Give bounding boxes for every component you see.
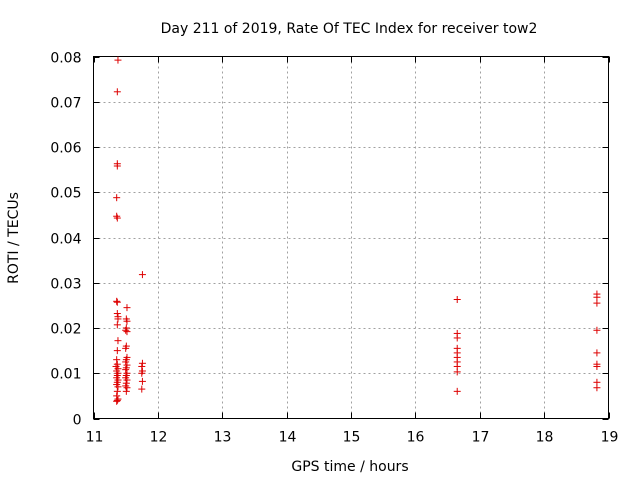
data-point [122, 358, 130, 366]
data-point [138, 385, 146, 393]
data-point [122, 344, 130, 352]
y-tick-label: 0.01 [50, 367, 81, 383]
data-points [112, 56, 601, 405]
data-point [453, 295, 461, 303]
data-point [113, 347, 121, 355]
y-tick-label: 0.08 [50, 51, 81, 67]
y-tick-label: 0.06 [50, 141, 81, 157]
data-point [113, 356, 121, 364]
data-point [113, 88, 121, 96]
y-tick-label: 0.05 [50, 186, 81, 202]
data-point [113, 397, 121, 405]
data-point [453, 387, 461, 395]
data-point [138, 271, 146, 279]
x-axis: 11 12 13 14 15 16 17 18 19 [86, 56, 619, 446]
chart-title: Day 211 of 2019, Rate Of TEC Index for r… [161, 21, 538, 37]
x-tick-label: 14 [279, 430, 297, 446]
x-tick-label: 13 [214, 430, 232, 446]
y-axis: 0 0.01 0.02 0.03 0.04 0.05 0.06 0.07 0.08 [50, 51, 609, 429]
x-axis-label: GPS time / hours [291, 459, 408, 475]
data-point [593, 349, 601, 357]
grid [93, 56, 609, 419]
data-point [114, 383, 122, 391]
data-point [138, 369, 146, 377]
data-point [113, 310, 121, 318]
plot-frame [93, 56, 609, 419]
data-point [123, 384, 131, 392]
data-point [113, 194, 121, 202]
x-tick-label: 15 [343, 430, 361, 446]
data-point [138, 362, 146, 370]
data-point [113, 298, 121, 306]
data-point [122, 382, 130, 390]
x-tick-label: 18 [536, 430, 554, 446]
data-point [122, 364, 130, 372]
data-point [114, 315, 122, 323]
data-point [593, 299, 601, 307]
x-tick-label: 12 [150, 430, 168, 446]
data-point [593, 362, 601, 370]
data-point [113, 321, 121, 329]
data-point [123, 328, 131, 336]
data-point [123, 304, 131, 312]
data-point [593, 326, 601, 334]
y-tick-label: 0 [73, 413, 82, 429]
data-point [593, 293, 601, 301]
data-point [453, 334, 461, 342]
data-point [593, 384, 601, 392]
data-point [113, 297, 121, 305]
y-tick-label: 0.04 [50, 232, 81, 248]
data-point [453, 368, 461, 376]
y-tick-label: 0.02 [50, 322, 81, 338]
data-point [113, 214, 121, 222]
data-point [113, 212, 121, 220]
data-point [123, 376, 131, 384]
y-tick-label: 0.07 [50, 96, 81, 112]
data-point [113, 387, 121, 395]
data-point [114, 56, 122, 64]
data-point [113, 162, 121, 170]
data-point [113, 396, 121, 404]
y-tick-label: 0.03 [50, 277, 81, 293]
x-tick-label: 17 [472, 430, 490, 446]
y-axis-label: ROTI / TECUs [6, 192, 22, 284]
data-point [114, 337, 122, 345]
data-point [122, 387, 130, 395]
data-point [122, 366, 130, 374]
data-point [138, 377, 146, 385]
data-point [123, 317, 131, 325]
x-tick-label: 16 [407, 430, 425, 446]
data-point [138, 359, 146, 367]
data-point [122, 326, 130, 334]
x-tick-label: 11 [86, 430, 104, 446]
x-tick-label: 19 [601, 430, 619, 446]
